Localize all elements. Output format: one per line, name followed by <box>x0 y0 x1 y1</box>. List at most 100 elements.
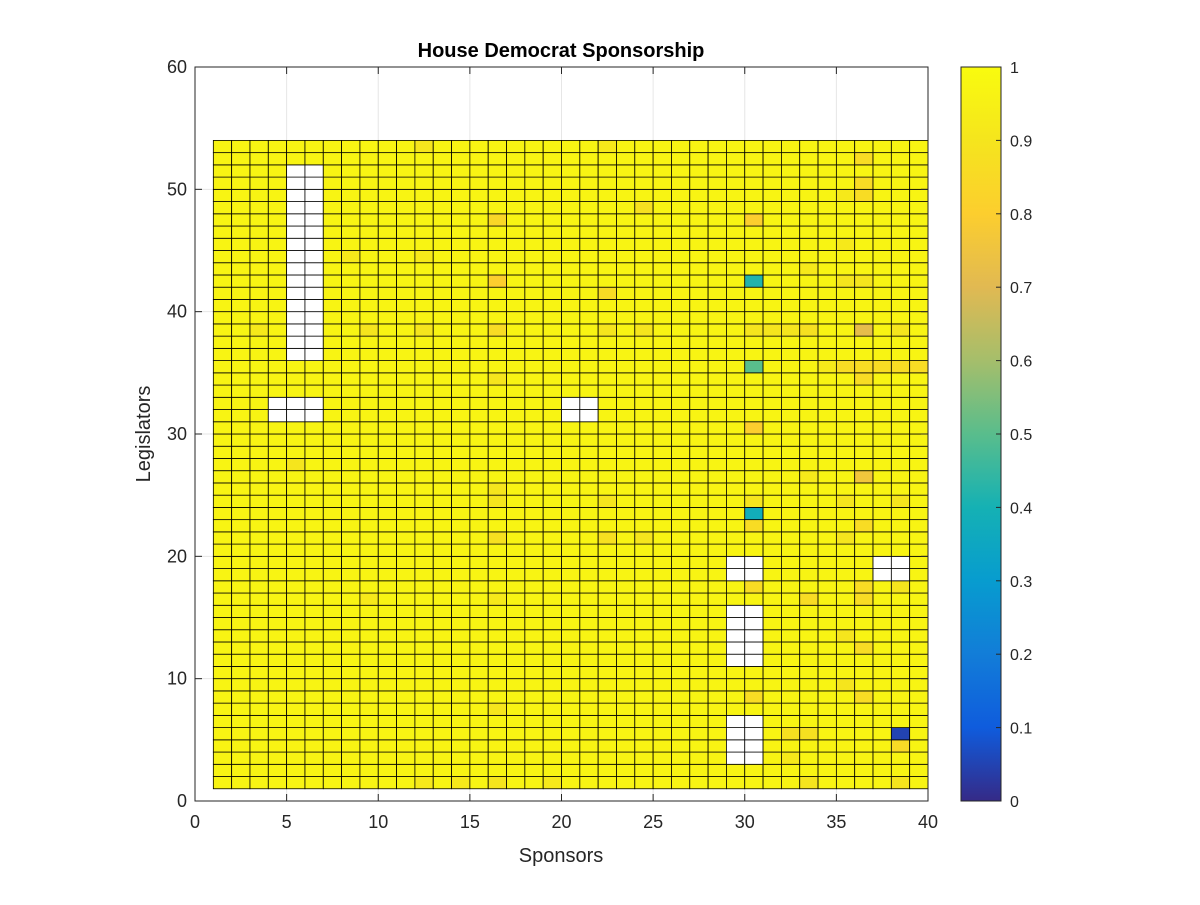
heatmap-cell <box>451 580 471 594</box>
heatmap-cell <box>432 213 452 227</box>
heatmap-cell <box>286 629 306 643</box>
heatmap-cell <box>561 311 581 325</box>
heatmap-cell <box>835 458 856 472</box>
heatmap-cell <box>267 727 288 741</box>
heatmap-cell <box>286 237 306 251</box>
heatmap-cell <box>267 152 288 166</box>
heatmap-cell <box>267 384 288 398</box>
heatmap-cell <box>854 494 874 508</box>
heatmap-cell <box>322 396 342 410</box>
heatmap-cell <box>359 213 379 227</box>
heatmap-cell <box>451 531 471 545</box>
heatmap-cell <box>231 458 251 472</box>
heatmap-cell <box>726 690 746 704</box>
heatmap-cell <box>469 531 489 545</box>
heatmap-cell <box>579 164 599 178</box>
heatmap-cell <box>579 531 599 545</box>
heatmap-cell <box>597 201 617 215</box>
heatmap-cell <box>689 629 709 643</box>
heatmap-cell <box>579 274 599 288</box>
heatmap-cell <box>909 494 929 508</box>
heatmap-cell <box>597 641 617 655</box>
heatmap-cell <box>396 482 416 496</box>
heatmap-cell <box>762 384 782 398</box>
heatmap-cell <box>524 482 544 496</box>
heatmap-cell <box>231 531 251 545</box>
heatmap-cell <box>212 666 233 680</box>
heatmap-cell <box>304 727 324 741</box>
heatmap-cell <box>799 653 819 667</box>
heatmap-cell <box>579 666 599 680</box>
heatmap-cell <box>506 641 526 655</box>
heatmap-cell <box>341 641 361 655</box>
heatmap-cell <box>487 201 507 215</box>
heatmap-cell <box>249 176 269 190</box>
heatmap-cell <box>487 445 507 459</box>
heatmap-cell <box>671 555 691 569</box>
heatmap-cell <box>377 470 397 484</box>
heatmap-cell <box>542 372 562 386</box>
heatmap-cell <box>506 225 526 239</box>
heatmap-cell <box>414 323 434 337</box>
heatmap-cell <box>689 213 709 227</box>
heatmap-cell <box>781 653 801 667</box>
heatmap-cell <box>451 360 471 374</box>
heatmap-cell <box>616 678 636 692</box>
heatmap-cell <box>597 568 617 582</box>
heatmap-cell <box>835 262 856 276</box>
heatmap-cell <box>506 384 526 398</box>
heatmap-cell <box>652 176 672 190</box>
heatmap-cell <box>689 776 709 790</box>
heatmap-cell <box>707 568 727 582</box>
heatmap-cell <box>341 678 361 692</box>
heatmap-cell <box>524 237 544 251</box>
heatmap-cell <box>799 372 819 386</box>
heatmap-cell <box>707 299 727 313</box>
heatmap-cell <box>854 188 874 202</box>
heatmap-cell <box>414 152 434 166</box>
heatmap-cell <box>781 176 801 190</box>
heatmap-cell <box>322 555 342 569</box>
heatmap-cell <box>249 384 269 398</box>
heatmap-cell <box>707 421 727 435</box>
heatmap-cell <box>835 494 856 508</box>
heatmap-cell <box>909 482 929 496</box>
heatmap-cell <box>322 482 342 496</box>
heatmap-cell <box>396 384 416 398</box>
heatmap-cell <box>634 531 654 545</box>
heatmap-cell <box>304 299 324 313</box>
heatmap-cell <box>506 666 526 680</box>
heatmap-cell <box>616 274 636 288</box>
heatmap-cell <box>286 470 306 484</box>
heatmap-cell <box>652 225 672 239</box>
heatmap-cell <box>671 776 691 790</box>
heatmap-cell <box>231 580 251 594</box>
heatmap-cell <box>267 555 288 569</box>
heatmap-cell <box>267 702 288 716</box>
heatmap-cell <box>341 372 361 386</box>
heatmap-cell <box>451 482 471 496</box>
heatmap-cell <box>634 617 654 631</box>
heatmap-cell <box>689 372 709 386</box>
heatmap-cell <box>249 347 269 362</box>
heatmap-cell <box>267 250 288 264</box>
heatmap-cell <box>249 458 269 472</box>
heatmap-cell <box>396 580 416 594</box>
heatmap-cell <box>487 213 507 227</box>
heatmap-cell <box>469 139 489 154</box>
heatmap-cell <box>341 714 361 728</box>
heatmap-cell <box>744 237 764 251</box>
heatmap-cell <box>872 763 892 777</box>
heatmap-cell <box>212 323 233 337</box>
heatmap-cell <box>707 482 727 496</box>
heatmap-cell <box>451 678 471 692</box>
heatmap-cell <box>652 396 672 410</box>
heatmap-cell <box>652 555 672 569</box>
heatmap-cell <box>561 360 581 374</box>
heatmap-cell <box>542 506 562 521</box>
heatmap-cell <box>671 617 691 631</box>
heatmap-cell <box>616 335 636 349</box>
heatmap-cell <box>451 727 471 741</box>
heatmap-cell <box>909 225 929 239</box>
heatmap-cell <box>451 494 471 508</box>
